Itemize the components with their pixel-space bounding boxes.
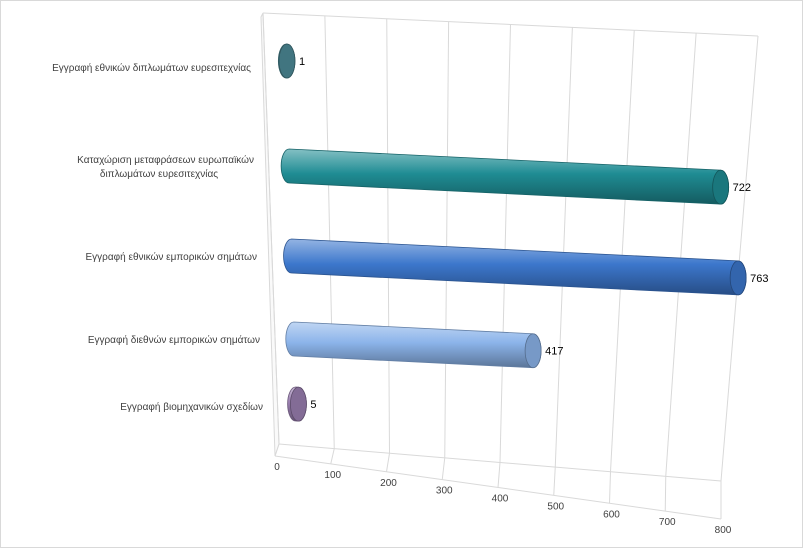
category-label: Εγγραφή βιομηχανικών σχεδίων [120, 401, 263, 413]
gridline [720, 35, 759, 482]
bar [287, 386, 307, 422]
bars [277, 43, 747, 422]
gridline-floor [664, 476, 667, 512]
x-tick-label: 200 [380, 478, 397, 489]
category-label: Εγγραφή εθνικών εμπορικών σημάτων [86, 251, 257, 263]
x-tick-label: 400 [492, 494, 509, 505]
bar [280, 148, 730, 205]
x-tick-label: 300 [436, 486, 453, 497]
category-label: Εγγραφή εθνικών διπλωμάτων ευρεσιτεχνίας [52, 62, 251, 74]
data-label: 1 [299, 56, 305, 68]
bar [285, 321, 542, 369]
bar-cap [278, 43, 296, 79]
x-tick-label: 500 [547, 501, 564, 512]
gridline-floor [386, 453, 390, 472]
gridline [386, 18, 390, 454]
data-label: 5 [310, 399, 316, 411]
bar-cap [712, 169, 730, 205]
category-labels: Εγγραφή εθνικών διπλωμάτων ευρεσιτεχνίας… [52, 62, 263, 413]
x-axis-ticks: 0 100 200 300 400 500 600 700 800 [274, 462, 732, 536]
bar-cap [729, 260, 747, 296]
data-labels: 1 722 763 417 5 [299, 56, 769, 411]
gridline [444, 21, 450, 458]
data-label: 417 [545, 346, 563, 358]
gridline-floor [330, 448, 335, 464]
x-tick-label: 0 [274, 462, 280, 473]
bar-body [283, 238, 747, 296]
gridline [554, 27, 573, 468]
gridline-floor [274, 443, 280, 457]
gridline-floor [497, 462, 501, 488]
gridlines [262, 12, 759, 519]
gridline [610, 30, 635, 472]
x-tick-label: 600 [603, 509, 620, 520]
bar-cap [524, 333, 542, 369]
data-label: 722 [733, 182, 751, 194]
gridline-floor [609, 471, 611, 504]
category-label: Εγγραφή διεθνών εμπορικών σημάτων [88, 334, 260, 346]
data-label: 763 [750, 273, 768, 285]
x-tick-label: 700 [659, 517, 676, 528]
bar [277, 43, 296, 79]
gridline-floor [553, 467, 556, 496]
x-tick-label: 800 [715, 525, 732, 536]
gridline-floor [441, 457, 446, 480]
gridline [665, 33, 697, 477]
gridline [499, 24, 511, 463]
bar [283, 238, 747, 296]
left-wall [260, 12, 280, 457]
bar-cap [290, 386, 307, 422]
bar-body [280, 148, 730, 205]
gridline [324, 15, 335, 449]
x-tick-label: 100 [324, 470, 341, 481]
gridline [262, 12, 280, 445]
category-label: Καταχώριση μεταφράσεων ευρωπαϊκών διπλωμά… [77, 154, 254, 180]
